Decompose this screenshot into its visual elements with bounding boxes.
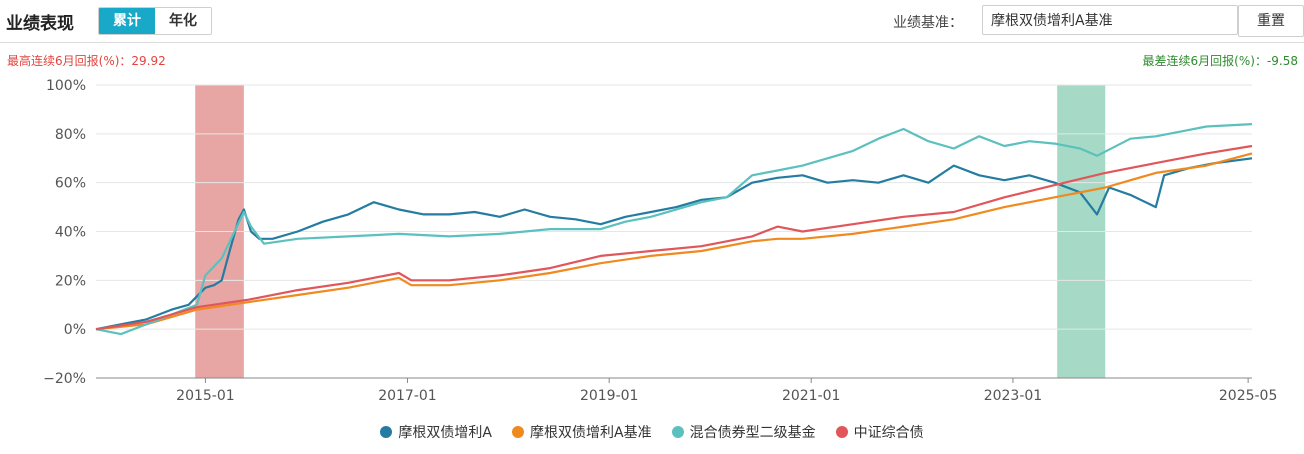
tab-annualized[interactable]: 年化: [155, 8, 211, 34]
legend-label: 混合债券型二级基金: [689, 425, 816, 441]
legend-item-4[interactable]: 中证综合债: [835, 422, 924, 442]
x-tick-label: 2023-01: [984, 388, 1043, 404]
legend-item-1[interactable]: 摩根双债增利A: [380, 422, 492, 442]
view-tabs: 累计 年化: [98, 7, 212, 35]
header: 业绩表现 累计 年化 业绩基准： 重置: [0, 0, 1304, 43]
legend-marker: [380, 426, 393, 438]
legend-label: 摩根双债增利A基准: [530, 425, 652, 441]
x-tick-label: 2025-05: [1219, 388, 1278, 404]
legend-marker: [835, 426, 848, 438]
benchmark-label: 业绩基准：: [893, 15, 963, 31]
legend-marker: [671, 426, 684, 438]
y-tick-label: 20%: [55, 273, 86, 289]
y-tick-label: 0%: [64, 322, 86, 338]
x-tick-label: 2015-01: [176, 388, 235, 404]
x-tick-label: 2019-01: [580, 388, 639, 404]
y-tick-label: −20%: [43, 371, 86, 387]
legend-item-2[interactable]: 摩根双债增利A基准: [512, 422, 652, 442]
legend-marker: [512, 426, 524, 438]
legend-label: 摩根双债增利A: [398, 425, 492, 441]
tab-cumulative[interactable]: 累计: [99, 8, 155, 34]
benchmark-input[interactable]: [982, 5, 1238, 35]
worst-return-text: 最差连续6月回报(%)：-9.58: [1142, 54, 1298, 68]
x-tick-label: 2021-01: [782, 388, 841, 404]
series-line-2: [95, 152, 1253, 331]
reset-button[interactable]: 重置: [1238, 5, 1304, 37]
series-line-4: [95, 144, 1253, 331]
performance-chart: 100% 80% 60% 40% 20% 0% −20% 2015-01 2017-01 2019…: [43, 78, 1278, 404]
x-tick-label: 2017-01: [378, 388, 437, 404]
y-tick-label: 60%: [55, 176, 86, 192]
legend-label: 中证综合债: [853, 425, 924, 441]
y-tick-label: 40%: [55, 225, 86, 241]
best-return-text: 最高连续6月回报(%)：29.92: [7, 54, 166, 68]
y-tick-label: 100%: [46, 78, 86, 94]
page-title: 业绩表现: [6, 14, 74, 34]
legend-item-3[interactable]: 混合债券型二级基金: [671, 422, 816, 442]
y-tick-label: 80%: [55, 127, 86, 143]
chart-legend: 摩根双债增利A 摩根双债增利A基准 混合债券型二级基金 中证综合债: [0, 420, 1304, 444]
series-line-3: [95, 123, 1253, 336]
